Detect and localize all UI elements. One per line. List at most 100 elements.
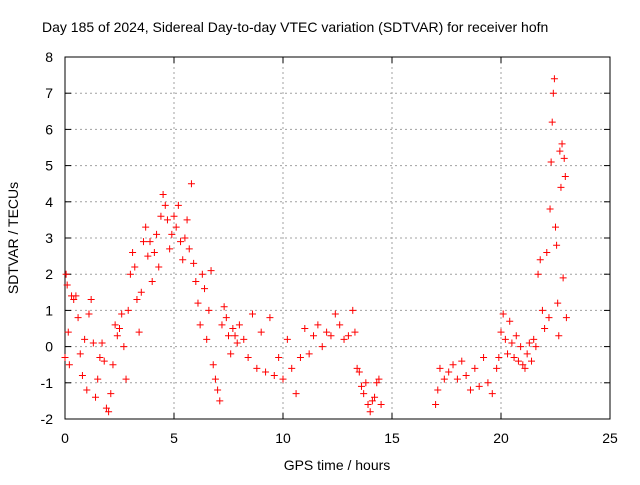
data-point <box>163 216 171 224</box>
data-point <box>157 212 165 220</box>
series-sdtvar <box>61 75 570 416</box>
data-point <box>318 343 326 351</box>
data-point <box>211 375 219 383</box>
data-point <box>493 364 501 372</box>
data-point <box>471 364 479 372</box>
y-tick-label: 8 <box>45 49 53 65</box>
data-point <box>453 375 461 383</box>
data-point <box>366 408 374 416</box>
data-point <box>462 372 470 380</box>
data-point <box>497 328 505 336</box>
data-point <box>74 314 82 322</box>
data-point <box>133 296 141 304</box>
data-point <box>107 390 115 398</box>
y-tick-label: 2 <box>45 266 53 282</box>
data-point <box>220 303 228 311</box>
data-point <box>432 401 440 409</box>
data-point <box>192 277 200 285</box>
data-point <box>61 353 69 361</box>
data-point <box>196 321 204 329</box>
data-point <box>166 245 174 253</box>
data-point <box>70 296 78 304</box>
data-point <box>559 274 567 282</box>
data-point <box>102 404 110 412</box>
y-tick-label: -1 <box>41 375 54 391</box>
data-point <box>94 375 102 383</box>
y-tick-label: 6 <box>45 121 53 137</box>
data-point <box>198 270 206 278</box>
data-point <box>248 310 256 318</box>
data-point <box>98 339 106 347</box>
data-point <box>355 368 363 376</box>
marks-layer <box>61 75 570 416</box>
data-point <box>137 288 145 296</box>
data-point <box>336 321 344 329</box>
data-point <box>541 325 549 332</box>
data-point <box>530 335 538 343</box>
data-point <box>549 89 557 97</box>
data-point <box>120 343 128 351</box>
data-point <box>168 230 176 238</box>
data-point <box>187 180 195 188</box>
data-point <box>177 238 185 246</box>
data-point <box>301 325 309 332</box>
data-point <box>81 335 89 343</box>
data-point <box>523 350 531 358</box>
data-point <box>201 285 209 293</box>
data-point <box>562 314 570 322</box>
data-point <box>190 259 198 267</box>
data-point <box>550 75 558 83</box>
data-point <box>270 372 278 380</box>
data-point <box>244 353 252 361</box>
data-point <box>111 321 119 329</box>
data-point <box>517 343 525 351</box>
data-point <box>65 361 73 369</box>
x-tick-label: 25 <box>602 430 618 446</box>
data-point <box>340 335 348 343</box>
data-point <box>170 212 178 220</box>
data-point <box>546 205 554 213</box>
data-point <box>92 393 100 401</box>
data-point <box>240 335 248 343</box>
data-point <box>135 328 143 336</box>
data-point <box>556 147 564 155</box>
data-point <box>375 375 383 383</box>
data-point <box>305 350 313 358</box>
data-point <box>327 332 335 340</box>
data-point <box>63 281 71 289</box>
data-point <box>514 357 522 365</box>
data-point <box>353 364 361 372</box>
y-tick-label: 1 <box>45 302 53 318</box>
data-point <box>349 306 357 314</box>
data-point <box>360 390 368 398</box>
y-tick-label: 5 <box>45 158 53 174</box>
data-point <box>118 310 126 318</box>
data-point <box>351 328 359 336</box>
data-point <box>543 248 551 256</box>
data-point <box>521 364 529 372</box>
data-point <box>222 314 230 322</box>
y-tick-label: -2 <box>41 411 54 427</box>
data-point <box>504 350 512 358</box>
data-point <box>83 386 91 394</box>
data-point <box>181 234 189 242</box>
data-point <box>85 310 93 318</box>
data-point <box>296 353 304 361</box>
data-point <box>185 245 193 253</box>
data-point <box>159 191 167 199</box>
data-point <box>218 321 226 329</box>
data-point <box>64 328 72 336</box>
data-point <box>283 335 291 343</box>
data-point <box>554 299 562 307</box>
data-point <box>216 397 224 405</box>
data-point <box>558 140 566 148</box>
chart-title: Day 185 of 2024, Sidereal Day-to-day VTE… <box>42 19 548 35</box>
data-point <box>553 241 561 249</box>
data-point <box>364 401 372 409</box>
data-point <box>235 321 243 329</box>
data-point <box>266 314 274 322</box>
data-point <box>183 216 191 224</box>
y-tick-label: 0 <box>45 339 53 355</box>
data-point <box>227 350 235 358</box>
